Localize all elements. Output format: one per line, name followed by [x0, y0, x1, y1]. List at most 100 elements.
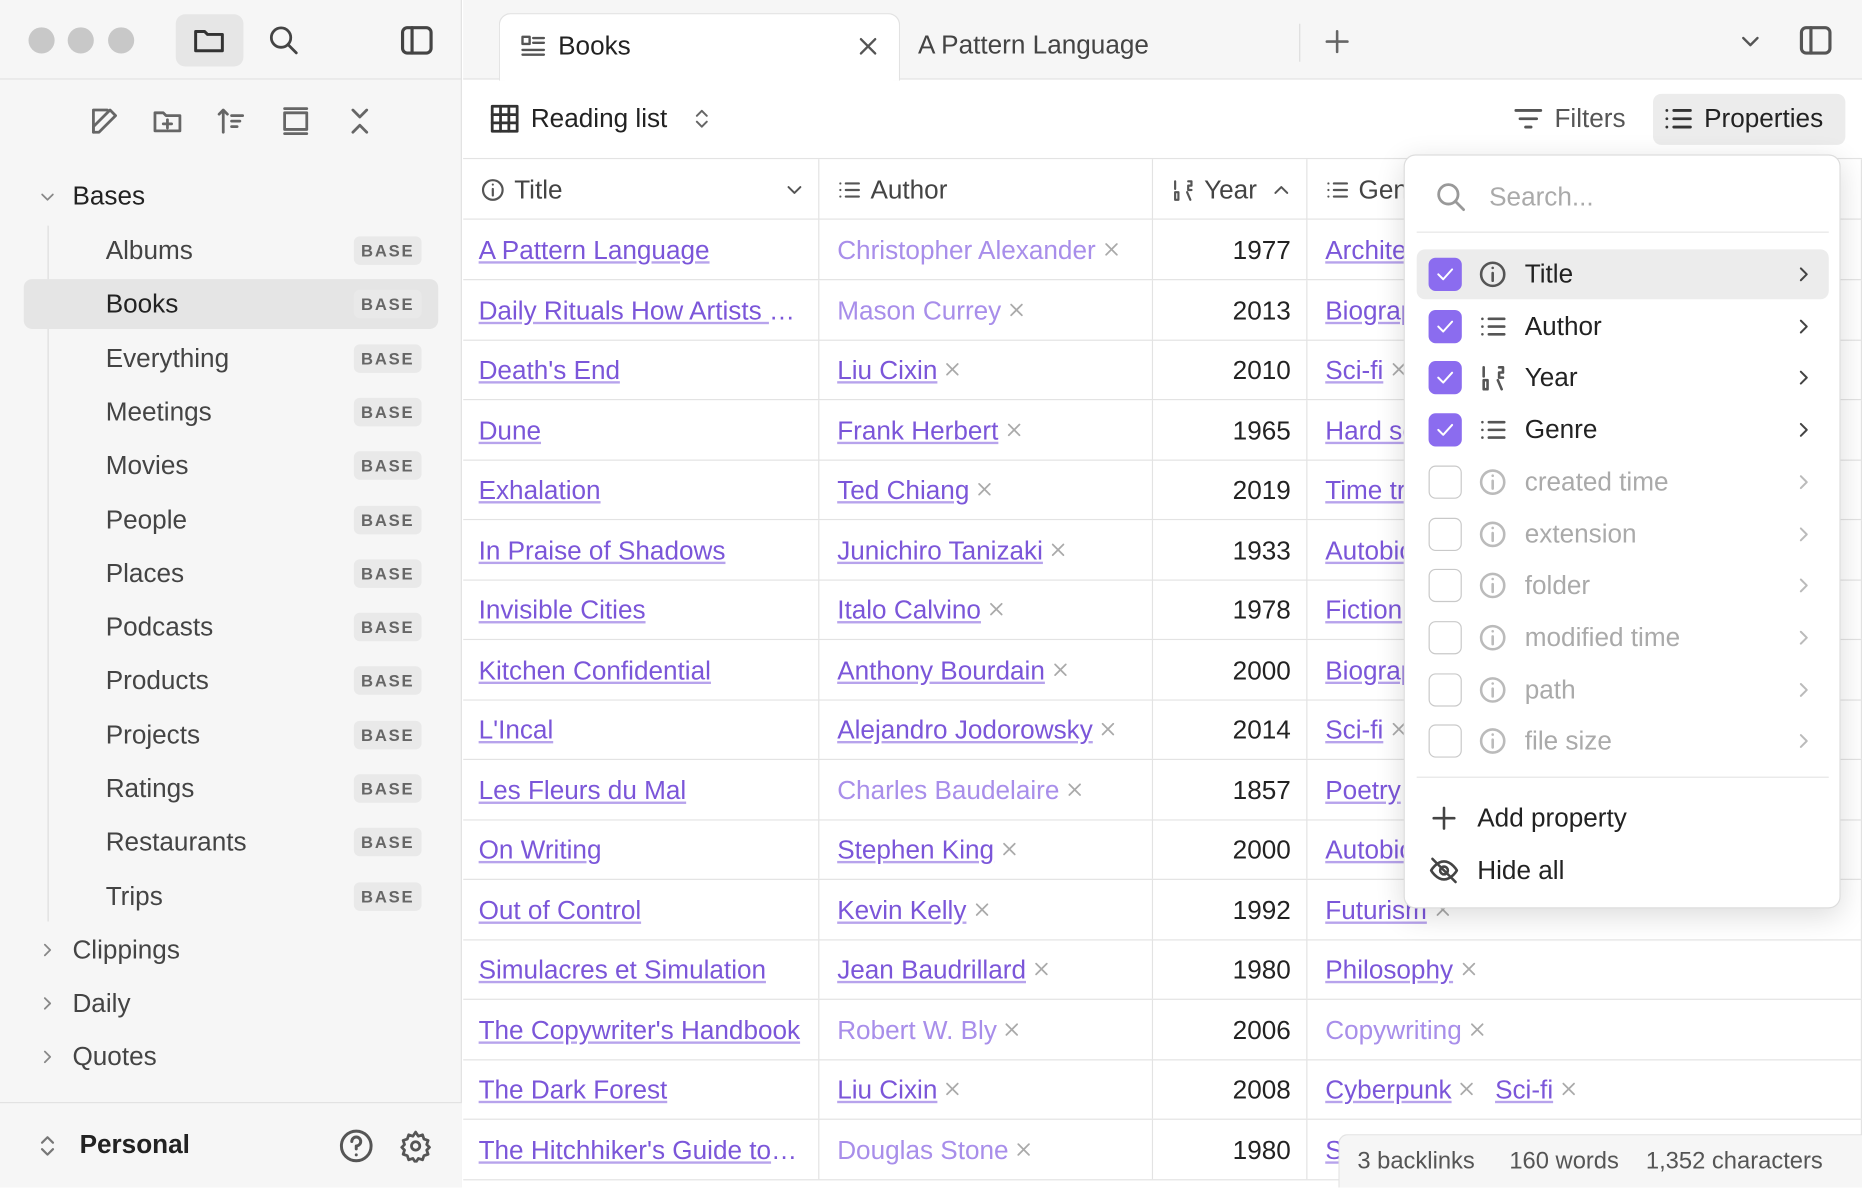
author-link[interactable]: Douglas Stone — [837, 1134, 1009, 1165]
base-item[interactable]: Meetings BASE — [24, 387, 438, 437]
genre-link[interactable]: Sci-fi — [1325, 355, 1384, 385]
base-item[interactable]: Projects BASE — [24, 710, 438, 760]
new-tab[interactable] — [1322, 26, 1353, 57]
property-item[interactable]: folder — [1417, 561, 1829, 611]
base-item[interactable]: Ratings BASE — [24, 764, 438, 814]
property-item[interactable]: Year — [1417, 353, 1829, 403]
window-control[interactable] — [28, 27, 55, 54]
files-button[interactable] — [175, 14, 244, 67]
author-link[interactable]: Ted Chiang — [837, 475, 970, 505]
tab[interactable]: Books — [498, 13, 901, 81]
author-link[interactable]: Alejandro Jodorowsky — [837, 714, 1093, 745]
author-link[interactable]: Junichiro Tanizaki — [837, 534, 1043, 565]
title-link[interactable]: Death's End — [478, 355, 621, 385]
author-link[interactable]: Stephen King — [837, 834, 995, 865]
vault-switch[interactable] — [34, 1133, 60, 1159]
window-control[interactable] — [108, 27, 135, 54]
help[interactable] — [338, 1128, 374, 1164]
base-item[interactable]: Books BASE — [23, 279, 439, 330]
property-item[interactable]: created time — [1417, 457, 1829, 507]
checkbox[interactable] — [1428, 413, 1462, 447]
genre-link[interactable]: Fiction — [1325, 594, 1403, 625]
title-link[interactable]: In Praise of Shadows — [478, 534, 726, 565]
author-link[interactable]: Jean Baudrillard — [837, 954, 1026, 985]
column-header[interactable]: Author — [819, 159, 1154, 220]
genre-link[interactable]: Philosophy — [1325, 954, 1454, 985]
checkbox[interactable] — [1428, 257, 1462, 291]
author-link[interactable]: Christopher Alexander — [837, 235, 1096, 265]
checkbox[interactable] — [1428, 309, 1462, 343]
author-link[interactable]: Frank Herbert — [837, 415, 999, 445]
base-item[interactable]: Everything BASE — [24, 333, 438, 383]
folder-name[interactable]: Bases — [72, 180, 146, 211]
property-item[interactable]: modified time — [1417, 613, 1829, 663]
author-link[interactable]: Anthony Bourdain — [837, 654, 1045, 685]
base-item[interactable]: Albums BASE — [24, 226, 438, 276]
checkbox[interactable] — [1428, 724, 1462, 758]
genre-link[interactable]: Sci-fi — [1325, 714, 1384, 745]
base-item[interactable]: People BASE — [24, 495, 438, 545]
author-link[interactable]: Charles Baudelaire — [837, 774, 1060, 805]
window-control[interactable] — [67, 27, 94, 54]
tab-close[interactable] — [854, 32, 883, 61]
genre-link[interactable]: Poetry — [1325, 774, 1401, 805]
author-link[interactable]: Robert W. Bly — [837, 1014, 997, 1045]
property-item[interactable]: Author — [1417, 301, 1829, 351]
title-link[interactable]: Invisible Cities — [478, 594, 646, 625]
property-item[interactable]: Title — [1416, 249, 1829, 300]
folder-name[interactable]: Daily — [72, 988, 131, 1018]
view-switch[interactable] — [690, 107, 714, 131]
view-name[interactable]: Reading list — [530, 103, 668, 133]
property-item[interactable]: extension — [1417, 509, 1829, 559]
author-link[interactable]: Mason Currey — [837, 295, 1002, 325]
checkbox[interactable] — [1428, 517, 1462, 551]
checkbox[interactable] — [1428, 465, 1462, 499]
title-link[interactable]: Exhalation — [478, 475, 601, 505]
title-link[interactable]: Dune — [478, 415, 542, 445]
title-link[interactable]: A Pattern Language — [478, 235, 710, 265]
collapse-all[interactable] — [343, 105, 376, 138]
column-header[interactable]: Year — [1153, 159, 1308, 220]
folder-name[interactable]: Clippings — [72, 934, 180, 965]
author-link[interactable]: Liu Cixin — [837, 1074, 938, 1105]
genre-link[interactable]: Cyberpunk — [1325, 1074, 1452, 1105]
base-item[interactable]: Products BASE — [24, 656, 438, 706]
search-icon[interactable] — [267, 24, 300, 57]
title-link[interactable]: Out of Control — [478, 894, 642, 925]
title-link[interactable]: The Hitchhiker's Guide to the Galaxy — [478, 1134, 804, 1165]
author-link[interactable]: Italo Calvino — [837, 594, 981, 625]
genre-link[interactable]: Copywriting — [1325, 1014, 1462, 1045]
column-header[interactable]: Title — [463, 159, 820, 220]
checkbox[interactable] — [1428, 672, 1462, 707]
title-link[interactable]: L'Incal — [478, 714, 554, 745]
property-item[interactable]: Genre — [1417, 405, 1829, 455]
title-link[interactable]: Simulacres et Simulation — [478, 954, 767, 985]
new-note[interactable] — [88, 105, 121, 138]
property-item[interactable]: file size — [1417, 716, 1829, 766]
base-item[interactable]: Places BASE — [24, 548, 438, 598]
title-link[interactable]: The Copywriter's Handbook — [478, 1014, 801, 1045]
new-folder[interactable] — [151, 105, 184, 138]
title-link[interactable]: The Dark Forest — [478, 1074, 668, 1105]
sort[interactable] — [215, 105, 248, 138]
folder-name[interactable]: Quotes — [72, 1041, 157, 1072]
right-sidebar-toggle[interactable] — [1797, 21, 1835, 59]
sidebar-toggle[interactable] — [398, 21, 436, 59]
title-link[interactable]: Kitchen Confidential — [478, 654, 711, 685]
menu-action[interactable]: Add property — [1417, 793, 1829, 843]
base-item[interactable]: Podcasts BASE — [24, 602, 438, 652]
filters-button[interactable]: Filters — [1554, 103, 1626, 133]
base-item[interactable]: Trips BASE — [24, 871, 438, 921]
base-item[interactable]: Movies BASE — [24, 441, 438, 491]
checkbox[interactable] — [1428, 361, 1462, 395]
base-item[interactable]: Restaurants BASE — [24, 817, 438, 867]
settings[interactable] — [399, 1129, 432, 1163]
checkbox[interactable] — [1428, 620, 1462, 655]
author-link[interactable]: Kevin Kelly — [837, 894, 967, 925]
author-link[interactable]: Liu Cixin — [837, 355, 938, 385]
genre-link[interactable]: Sci-fi — [1495, 1074, 1554, 1105]
search-input[interactable]: Search... — [1489, 181, 1594, 212]
tab[interactable]: A Pattern Language — [900, 13, 1301, 81]
property-item[interactable]: path — [1417, 665, 1829, 715]
checkbox[interactable] — [1428, 569, 1462, 603]
